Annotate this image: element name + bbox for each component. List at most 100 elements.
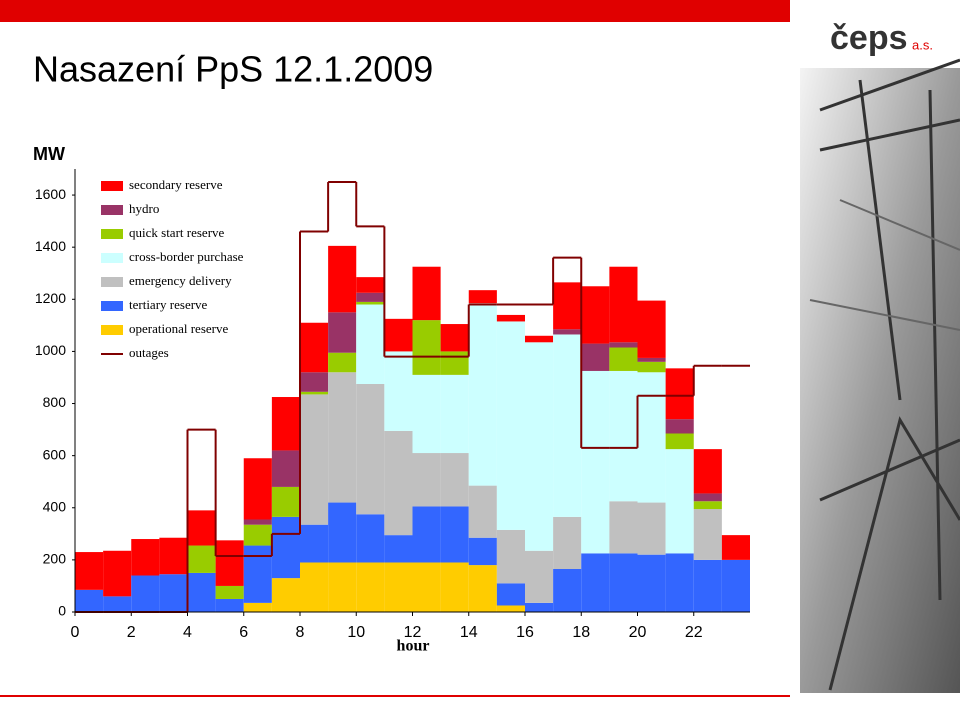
bar-segment <box>103 596 132 612</box>
legend-label: operational reserve <box>129 321 228 336</box>
y-axis-label: MW <box>33 144 65 164</box>
legend-swatch <box>101 181 123 191</box>
bar-segment <box>412 506 441 563</box>
bar-segment <box>271 516 300 579</box>
bar-segment <box>609 501 638 554</box>
bar-segment <box>243 545 272 603</box>
bar-segment <box>159 537 188 575</box>
bar-segment <box>300 562 329 612</box>
bar-segment <box>356 292 385 302</box>
bar-segment <box>553 329 582 335</box>
bar-segment <box>468 537 497 566</box>
bar-segment <box>525 602 554 612</box>
bar-segment <box>637 372 666 503</box>
y-tick-label: 800 <box>43 394 67 410</box>
bar-segment <box>328 562 357 612</box>
bar-segment <box>721 559 750 612</box>
bar-segment <box>328 372 357 503</box>
legend-label: quick start reserve <box>129 225 225 240</box>
bar-segment <box>271 450 300 487</box>
x-tick-label: 22 <box>685 624 703 641</box>
bar-segment <box>693 493 722 502</box>
legend-label: hydro <box>129 201 159 216</box>
legend-label: tertiary reserve <box>129 297 208 312</box>
bar-segment <box>440 506 469 563</box>
bar-segment <box>525 550 554 603</box>
bar-segment <box>665 433 694 450</box>
background-photo <box>800 68 960 693</box>
legend-label: cross-border purchase <box>129 249 244 264</box>
x-tick-label: 14 <box>460 624 478 641</box>
bar-segment <box>468 303 497 486</box>
bar-segment <box>440 374 469 454</box>
bar-segment <box>553 334 582 517</box>
bar-segment <box>609 266 638 343</box>
bar-segment <box>412 266 441 321</box>
bar-segment <box>356 277 385 293</box>
bar-segment <box>131 575 160 612</box>
bar-segment <box>328 245 357 313</box>
bar-segment <box>581 286 610 344</box>
bar-segment <box>243 458 272 520</box>
bar-segment <box>468 290 497 304</box>
legend-swatch <box>101 277 123 287</box>
bar-segment <box>356 562 385 612</box>
slide-title: Nasazení PpS 12.1.2009 <box>33 49 433 90</box>
bar-segment <box>384 318 413 352</box>
bar-segment <box>637 361 666 373</box>
bar-segment <box>468 565 497 612</box>
bar-segment <box>300 372 329 392</box>
bar-segment <box>440 562 469 612</box>
bar-segment <box>693 449 722 494</box>
x-tick-label: 16 <box>516 624 534 641</box>
x-tick-label: 18 <box>572 624 590 641</box>
bar-segment <box>553 516 582 570</box>
y-tick-label: 200 <box>43 551 67 567</box>
bar-segment <box>665 419 694 434</box>
bar-segment <box>243 524 272 546</box>
bar-segment <box>665 368 694 420</box>
x-tick-label: 4 <box>183 624 192 641</box>
bar-segment <box>384 535 413 563</box>
photo-structure <box>809 58 960 691</box>
legend-swatch <box>101 325 123 335</box>
bar-segment <box>581 553 610 612</box>
bar-segment <box>412 374 441 454</box>
bar-segment <box>271 397 300 451</box>
bar-segment <box>637 554 666 612</box>
bar-segment <box>271 578 300 612</box>
bar-segment <box>356 383 385 515</box>
bar-segment <box>553 282 582 330</box>
bar-segment <box>693 559 722 612</box>
bar-segment <box>440 453 469 507</box>
x-tick-label: 10 <box>347 624 365 641</box>
bar-segment <box>412 562 441 612</box>
legend-label: secondary reserve <box>129 177 223 192</box>
bar-segment <box>665 553 694 612</box>
bar-segment <box>384 562 413 612</box>
legend-swatch <box>101 205 123 215</box>
bar-segment <box>553 569 582 612</box>
bar-segment <box>525 335 554 343</box>
bar-segment <box>496 314 525 322</box>
bar-segment <box>412 453 441 507</box>
bar-segment <box>637 357 666 362</box>
legend-swatch <box>101 253 123 263</box>
bar-segment <box>300 524 329 563</box>
bar-segment <box>440 351 469 375</box>
bar-segment <box>215 598 244 612</box>
bar-segment <box>271 486 300 517</box>
bar-segment <box>159 574 188 612</box>
bar-segment <box>75 552 104 590</box>
bar-segment <box>693 509 722 560</box>
bar-segment <box>384 351 413 431</box>
bar-segment <box>103 550 132 597</box>
logo-suffix: a.s. <box>912 37 933 52</box>
bottom-space <box>0 696 790 716</box>
bar-segment <box>609 342 638 348</box>
x-tick-label: 20 <box>629 624 647 641</box>
bar-segment <box>496 321 525 530</box>
bar-segment <box>412 320 441 375</box>
bar-segment <box>581 370 610 554</box>
